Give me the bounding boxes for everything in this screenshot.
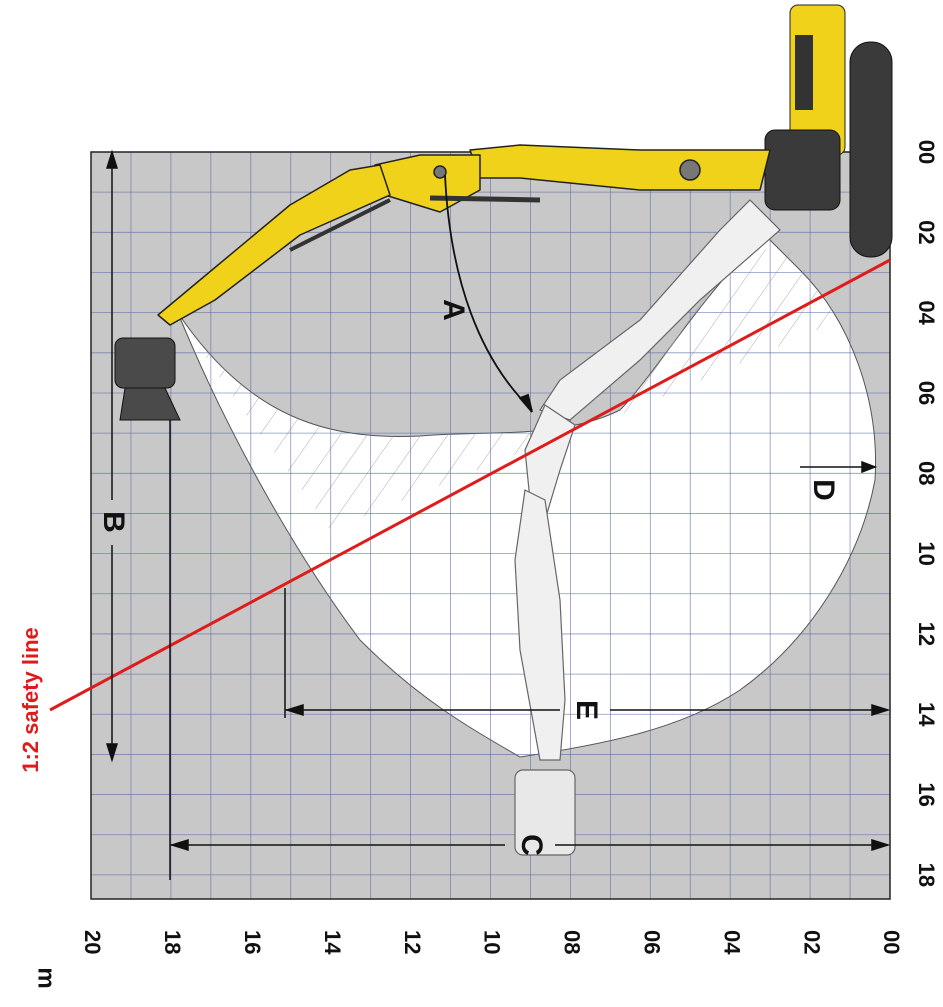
reach-axis: 00 02 04 06 08 10 12 14 16 18 xyxy=(914,140,939,887)
height-tick-label: 02 xyxy=(799,930,824,954)
safety-line xyxy=(49,258,891,712)
label-a: A xyxy=(437,299,470,321)
height-tick-label: 12 xyxy=(400,930,425,954)
label-b: B xyxy=(97,511,130,533)
label-d: D xyxy=(807,479,840,501)
height-tick-label: 18 xyxy=(160,930,185,954)
unit-label: m xyxy=(33,967,60,988)
reach-tick-label: 12 xyxy=(914,622,939,646)
height-tick-label: 20 xyxy=(80,930,105,954)
cab-window xyxy=(795,35,813,110)
reach-tick-label: 02 xyxy=(914,220,939,244)
hatched-zone xyxy=(178,313,600,530)
reach-tick-label: 14 xyxy=(914,702,939,727)
counterweight xyxy=(764,129,841,211)
height-axis: 20 18 16 14 12 10 08 06 04 02 00 xyxy=(80,930,904,955)
height-tick-label: 00 xyxy=(879,930,904,954)
dimension-e xyxy=(284,588,891,718)
reach-tick-label: 18 xyxy=(914,863,939,887)
reach-tick-label: 16 xyxy=(914,782,939,806)
dimension-d xyxy=(800,460,878,474)
height-tick-label: 16 xyxy=(240,930,265,954)
reach-tick-label: 08 xyxy=(914,461,939,485)
machine xyxy=(764,4,893,258)
label-e: E xyxy=(570,700,603,720)
track-assembly xyxy=(849,41,893,258)
reach-tick-label: 04 xyxy=(914,300,939,325)
height-tick-label: 10 xyxy=(480,930,505,954)
demolition-tool-top xyxy=(114,337,181,421)
dimension-b xyxy=(105,149,119,763)
dimension-c xyxy=(169,420,891,880)
height-tick-label: 04 xyxy=(719,930,744,955)
angle-a xyxy=(444,174,533,413)
safety-line-label: 1:2 safety line xyxy=(18,627,43,773)
height-tick-label: 14 xyxy=(320,930,345,955)
boom-extended xyxy=(157,144,771,326)
label-c: C xyxy=(515,834,548,856)
reach-tick-label: 06 xyxy=(914,381,939,405)
height-tick-label: 08 xyxy=(560,930,585,954)
reach-tick-label: 00 xyxy=(914,140,939,164)
height-tick-label: 06 xyxy=(639,930,664,954)
reach-tick-label: 10 xyxy=(914,541,939,565)
grid-lines xyxy=(91,152,890,899)
